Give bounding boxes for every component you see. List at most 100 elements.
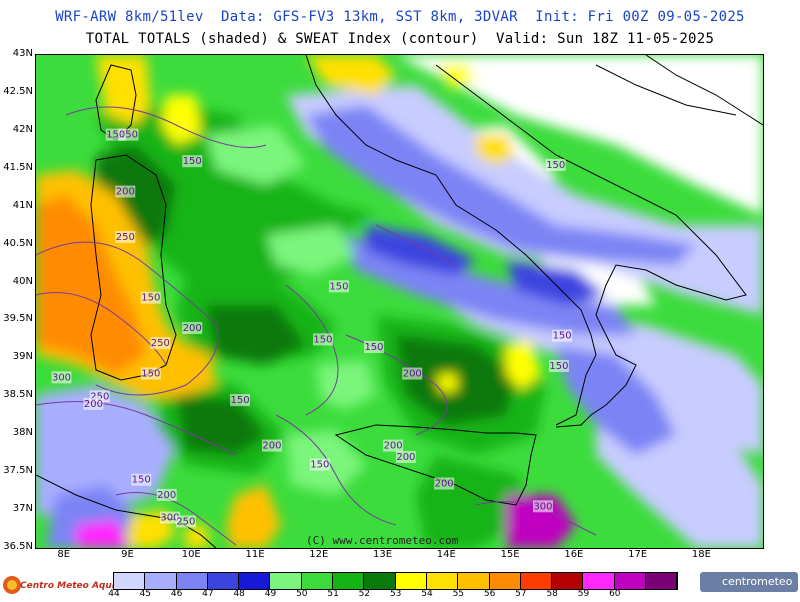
svg-text:150: 150 [106, 130, 125, 141]
legend-swatch [489, 573, 521, 589]
logo-left-icon [3, 576, 21, 594]
contour-label: 200 [182, 322, 203, 335]
legend-tick: 57 [515, 589, 527, 599]
contour-label: 250 [150, 337, 171, 350]
watermark-text: (C) www.centrometeo.com [306, 534, 459, 547]
latitude-label: 36.5N [3, 541, 33, 552]
contour-label: 150 [140, 291, 161, 304]
svg-text:200: 200 [435, 479, 454, 490]
legend-swatch [239, 573, 271, 589]
legend-tick: 58 [546, 589, 558, 599]
contour-label: 150 [140, 367, 161, 380]
svg-text:150: 150 [119, 130, 138, 141]
legend-swatch [552, 573, 584, 589]
svg-text:150: 150 [231, 395, 250, 406]
legend-swatch [176, 573, 208, 589]
contour-label: 250 [115, 231, 136, 244]
contour-label: 300 [159, 511, 180, 524]
latitude-label: 37N [12, 503, 33, 515]
contour-label: 200 [395, 450, 416, 463]
legend-tick: 56 [483, 589, 496, 599]
centro-meteo-aquileia-logo [2, 572, 112, 598]
svg-text:300: 300 [533, 501, 552, 512]
svg-text:200: 200 [84, 399, 103, 410]
contour-label: 300 [532, 500, 553, 513]
contour-label: 150 [363, 341, 384, 354]
contour-label: 200 [383, 439, 404, 452]
contour-label: 150 [131, 473, 152, 486]
contour-label: 150 [548, 359, 569, 372]
svg-text:200: 200 [403, 369, 422, 380]
contour-label: 150 [105, 128, 126, 141]
legend-tick: 52 [358, 589, 371, 599]
latitude-label: 40.5N [3, 237, 33, 249]
legend-tick: 45 [139, 589, 152, 599]
weather-map: 150 150 150 200 250 150 200 250 150 300 250 200 150 1… [35, 54, 764, 549]
legend-swatch [614, 573, 647, 589]
legend-tick: 44 [108, 589, 120, 599]
svg-text:150: 150 [546, 160, 565, 171]
legend-swatch [364, 573, 396, 589]
header-line-model: WRF-ARW 8km/51lev Data: GFS-FV3 13km, SS… [55, 9, 745, 25]
contour-label: 300 [51, 371, 72, 384]
longitude-label: 17E [628, 549, 648, 560]
centrometeo-logo [700, 572, 798, 592]
legend-swatch [646, 573, 678, 589]
contour-label: 200 [261, 439, 282, 452]
latitude-label: 42N [12, 123, 33, 135]
svg-text:200: 200 [183, 323, 202, 334]
latitude-label: 42.5N [3, 85, 33, 97]
contour-label: 250 [175, 515, 196, 528]
longitude-label: 14E [436, 549, 456, 560]
svg-text:150: 150 [313, 334, 332, 345]
svg-text:200: 200 [384, 441, 403, 452]
longitude-label: 11E [245, 549, 265, 560]
contour-label: 200 [434, 477, 455, 490]
longitude-label: 13E [373, 549, 393, 560]
longitude-label: 15E [500, 549, 520, 560]
svg-text:150: 150 [310, 460, 329, 471]
svg-text:150: 150 [364, 342, 383, 353]
svg-text:200: 200 [262, 441, 281, 452]
legend-tick: 50 [296, 589, 308, 599]
legend-tick: 47 [202, 589, 214, 599]
contour-label: 200 [83, 397, 104, 410]
latitude-label: 39.5N [3, 313, 33, 325]
longitude-label: 18E [691, 549, 711, 560]
svg-text:300: 300 [52, 372, 71, 383]
svg-text:250: 250 [116, 232, 135, 243]
legend-swatch [145, 573, 177, 589]
contour-label: 150 [552, 329, 573, 342]
latitude-label: 40N [12, 275, 33, 287]
legend-tick: 60 [609, 589, 621, 599]
legend-swatch [458, 573, 490, 589]
svg-text:150: 150 [132, 475, 151, 486]
legend-tick: 51 [327, 589, 339, 599]
legend-swatch [520, 573, 553, 589]
contour-label: 200 [402, 367, 423, 380]
latitude-label: 37.5N [3, 465, 33, 477]
legend-swatch [395, 573, 427, 589]
legend-swatch [114, 573, 146, 589]
latitude-label: 39N [12, 351, 33, 363]
svg-text:150: 150 [183, 156, 202, 167]
latitude-label: 43N [12, 48, 33, 59]
legend-tick: 46 [170, 589, 183, 599]
longitude-label: 12E [309, 549, 329, 560]
contour-label: 150 [309, 458, 330, 471]
coastlines [36, 55, 763, 548]
svg-text:200: 200 [396, 452, 415, 463]
legend-swatch [270, 573, 302, 589]
latitude-label: 41N [12, 199, 33, 211]
svg-text:300: 300 [160, 513, 179, 524]
latitude-label: 38N [12, 427, 33, 439]
svg-text:200: 200 [116, 187, 135, 198]
svg-text:150: 150 [549, 361, 568, 372]
color-legend [113, 572, 679, 590]
legend-tick: 48 [233, 589, 245, 599]
svg-text:250: 250 [90, 391, 109, 402]
contour-label: 150 [182, 155, 203, 168]
longitude-label: 8E [57, 549, 71, 560]
svg-text:250: 250 [151, 338, 170, 349]
